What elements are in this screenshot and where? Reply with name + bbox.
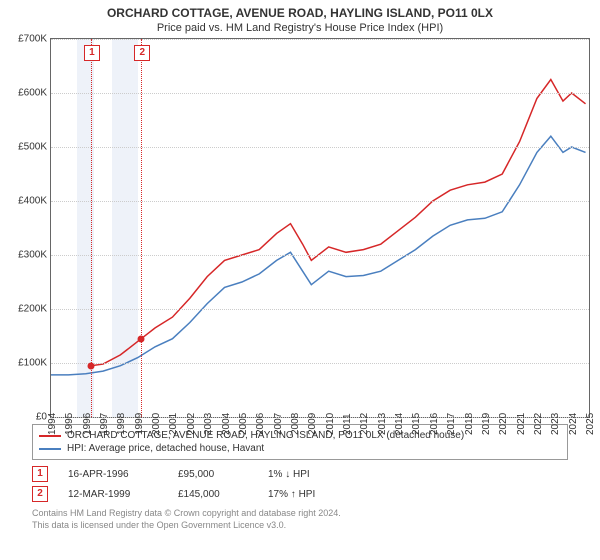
chart-svg [51, 39, 589, 417]
x-axis-label: 2005 [238, 413, 249, 435]
x-axis-label: 1995 [64, 413, 75, 435]
sale-row: 2 12-MAR-1999 £145,000 17% ↑ HPI [32, 484, 568, 504]
x-axis-label: 1994 [47, 413, 58, 435]
x-axis-label: 2017 [446, 413, 457, 435]
x-axis-label: 2020 [498, 413, 509, 435]
x-axis-label: 1998 [116, 413, 127, 435]
marker-dot [87, 362, 94, 369]
x-axis-label: 2010 [325, 413, 336, 435]
x-axis-label: 1999 [134, 413, 145, 435]
x-axis-label: 2003 [203, 413, 214, 435]
x-axis-label: 2004 [221, 413, 232, 435]
x-axis-label: 2002 [186, 413, 197, 435]
sale-delta: 1% ↓ HPI [268, 469, 310, 480]
sale-date: 12-MAR-1999 [68, 489, 158, 500]
gridline [51, 147, 589, 148]
x-axis-label: 2013 [377, 413, 388, 435]
marker-box: 2 [134, 45, 150, 61]
x-axis-label: 2012 [359, 413, 370, 435]
x-axis-label: 2014 [394, 413, 405, 435]
y-axis-label: £400K [18, 196, 51, 207]
x-axis-label: 2022 [533, 413, 544, 435]
chart-subtitle: Price paid vs. HM Land Registry's House … [0, 20, 600, 38]
x-axis-label: 2007 [273, 413, 284, 435]
x-axis-label: 2016 [429, 413, 440, 435]
y-axis-label: £100K [18, 358, 51, 369]
legend-swatch [39, 448, 61, 450]
x-axis-label: 1997 [99, 413, 110, 435]
gridline [51, 309, 589, 310]
series-line [91, 80, 586, 366]
x-axis-label: 2024 [568, 413, 579, 435]
marker-dot [138, 335, 145, 342]
x-axis-label: 2000 [151, 413, 162, 435]
sale-price: £145,000 [178, 489, 248, 500]
sale-marker-number: 1 [32, 466, 48, 482]
x-axis-label: 2023 [550, 413, 561, 435]
gridline [51, 93, 589, 94]
footer-line-1: Contains HM Land Registry data © Crown c… [32, 508, 568, 520]
sale-row: 1 16-APR-1996 £95,000 1% ↓ HPI [32, 464, 568, 484]
y-axis-label: £500K [18, 142, 51, 153]
y-axis-label: £600K [18, 88, 51, 99]
gridline [51, 201, 589, 202]
x-axis-label: 2015 [411, 413, 422, 435]
footer: Contains HM Land Registry data © Crown c… [32, 508, 568, 531]
legend-row: HPI: Average price, detached house, Hava… [39, 442, 561, 455]
x-axis-label: 2019 [481, 413, 492, 435]
x-axis-label: 2011 [342, 413, 353, 435]
x-axis-label: 2006 [255, 413, 266, 435]
x-axis-label: 2021 [516, 413, 527, 435]
legend-label: HPI: Average price, detached house, Hava… [67, 443, 264, 454]
sale-marker-number: 2 [32, 486, 48, 502]
y-axis-label: £300K [18, 250, 51, 261]
gridline [51, 363, 589, 364]
x-axis-label: 2001 [168, 413, 179, 435]
gridline [51, 39, 589, 40]
gridline [51, 255, 589, 256]
x-axis-label: 2025 [585, 413, 596, 435]
marker-line [141, 39, 142, 417]
chart-area: £0£100K£200K£300K£400K£500K£600K£700K199… [50, 38, 590, 418]
sale-date: 16-APR-1996 [68, 469, 158, 480]
chart-title: ORCHARD COTTAGE, AVENUE ROAD, HAYLING IS… [0, 0, 600, 20]
y-axis-label: £200K [18, 304, 51, 315]
marker-line [91, 39, 92, 417]
marker-box: 1 [84, 45, 100, 61]
x-axis-label: 2009 [307, 413, 318, 435]
x-axis-label: 2018 [464, 413, 475, 435]
sale-price: £95,000 [178, 469, 248, 480]
sales-table: 1 16-APR-1996 £95,000 1% ↓ HPI 2 12-MAR-1999 £… [32, 464, 568, 504]
y-axis-label: £700K [18, 34, 51, 45]
sale-delta: 17% ↑ HPI [268, 489, 315, 500]
x-axis-label: 2008 [290, 413, 301, 435]
footer-line-2: This data is licensed under the Open Gov… [32, 520, 568, 532]
